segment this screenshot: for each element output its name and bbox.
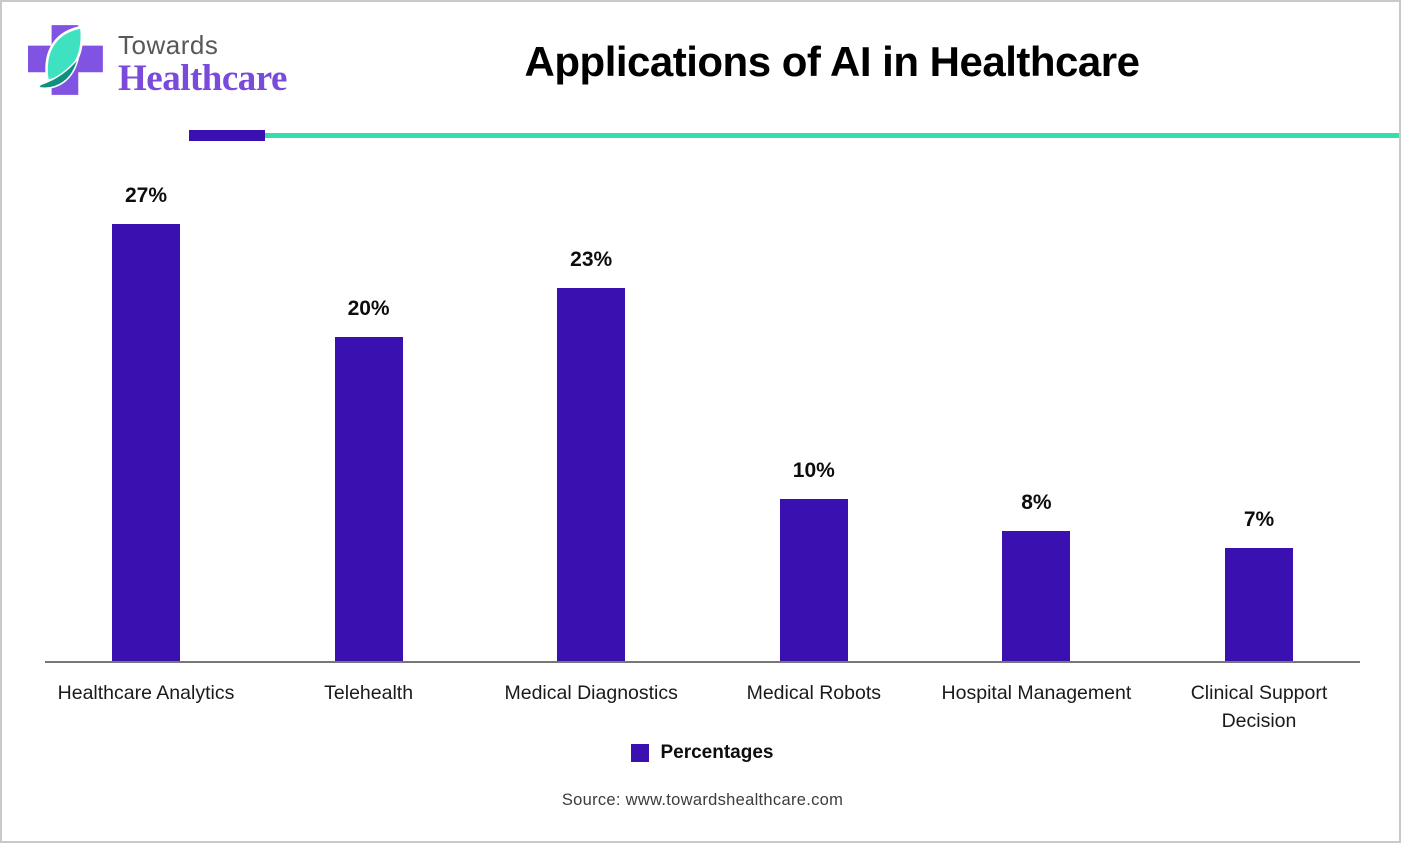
bar: [1002, 531, 1071, 661]
brand-healthcare-text: Healthcare: [118, 58, 287, 99]
bar: [557, 288, 626, 661]
page-title: Applications of AI in Healthcare: [524, 38, 1140, 85]
category-label: Healthcare Analytics: [57, 682, 235, 704]
bar-value-label: 20%: [347, 297, 390, 320]
bar: [112, 224, 180, 661]
x-axis-line: [45, 661, 1360, 663]
brand-logo: Towards Healthcare: [28, 24, 287, 97]
legend-label: Percentages: [660, 742, 774, 763]
category-label: Hospital Management: [941, 682, 1132, 704]
bar-value-label: 10%: [792, 459, 835, 482]
bar: [779, 499, 848, 661]
category-label: Telehealth: [324, 682, 414, 704]
bar-value-label: 8%: [1021, 491, 1052, 514]
category-label: Medical Diagnostics: [504, 682, 678, 704]
bar-value-label: 27%: [124, 184, 168, 207]
bar-value-label: 7%: [1243, 508, 1275, 531]
bar: [334, 337, 403, 661]
bar: [1225, 548, 1293, 661]
brand-towards-text: Towards: [118, 30, 219, 60]
bar-value-label: 23%: [570, 248, 613, 271]
category-label: Medical Robots: [746, 682, 881, 704]
category-label: Clinical Support Decision: [1190, 682, 1328, 733]
divider-teal-line: [265, 133, 1399, 138]
brand-wordmark: Towards Healthcare: [118, 24, 287, 97]
divider-purple-segment: [189, 130, 265, 141]
legend-swatch-icon: [631, 744, 650, 762]
source-attribution: Source: www.towardshealthcare.com: [561, 791, 844, 809]
legend: Percentages: [2, 742, 1399, 764]
towards-healthcare-logo-icon: [28, 25, 103, 95]
